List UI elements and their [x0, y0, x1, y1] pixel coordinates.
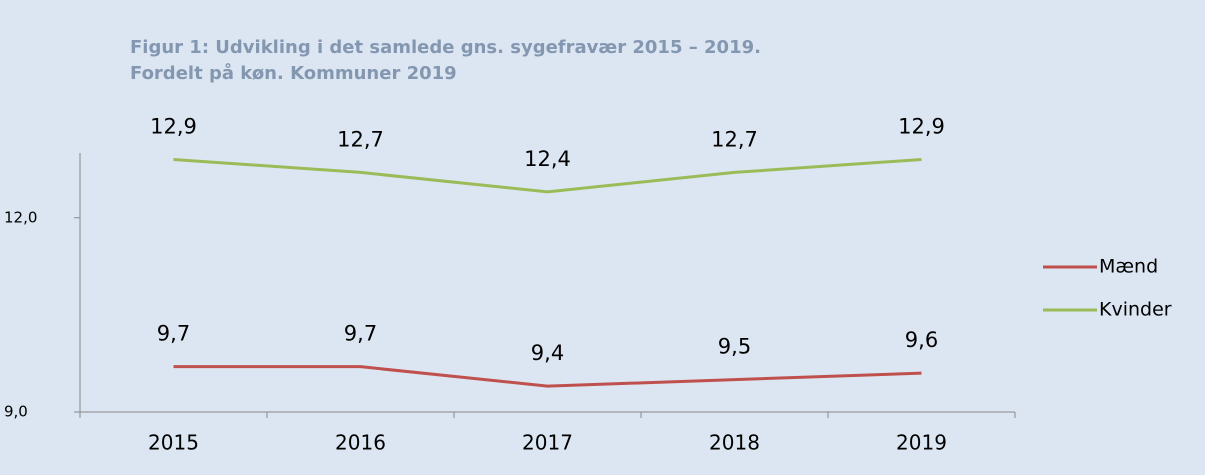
data-label: 9,4 [531, 341, 564, 365]
data-label: 12,9 [150, 114, 197, 138]
data-label: 12,9 [898, 114, 945, 138]
data-label: 12,7 [337, 127, 384, 151]
chart-title: Figur 1: Udvikling i det samlede gns. sy… [130, 37, 761, 58]
data-label: 12,4 [524, 147, 571, 171]
x-tick-label: 2016 [335, 431, 386, 455]
legend-label: Kvinder [1099, 299, 1172, 321]
series-line [173, 157, 922, 194]
data-label: 9,5 [718, 335, 751, 359]
y-tick-label: 12,0 [4, 208, 37, 226]
data-label: 9,7 [157, 322, 190, 346]
data-label: 9,7 [344, 322, 377, 346]
x-tick-label: 2017 [522, 431, 573, 455]
data-label: 12,7 [711, 127, 758, 151]
x-tick-label: 2019 [896, 431, 947, 455]
series-line [173, 365, 922, 388]
x-tick-label: 2018 [709, 431, 760, 455]
chart-title: Fordelt på køn. Kommuner 2019 [130, 62, 457, 84]
y-tick-label: 9,0 [4, 403, 28, 421]
x-tick-label: 2015 [148, 431, 199, 455]
data-label: 9,6 [905, 328, 938, 352]
legend-label: Mænd [1099, 256, 1158, 278]
